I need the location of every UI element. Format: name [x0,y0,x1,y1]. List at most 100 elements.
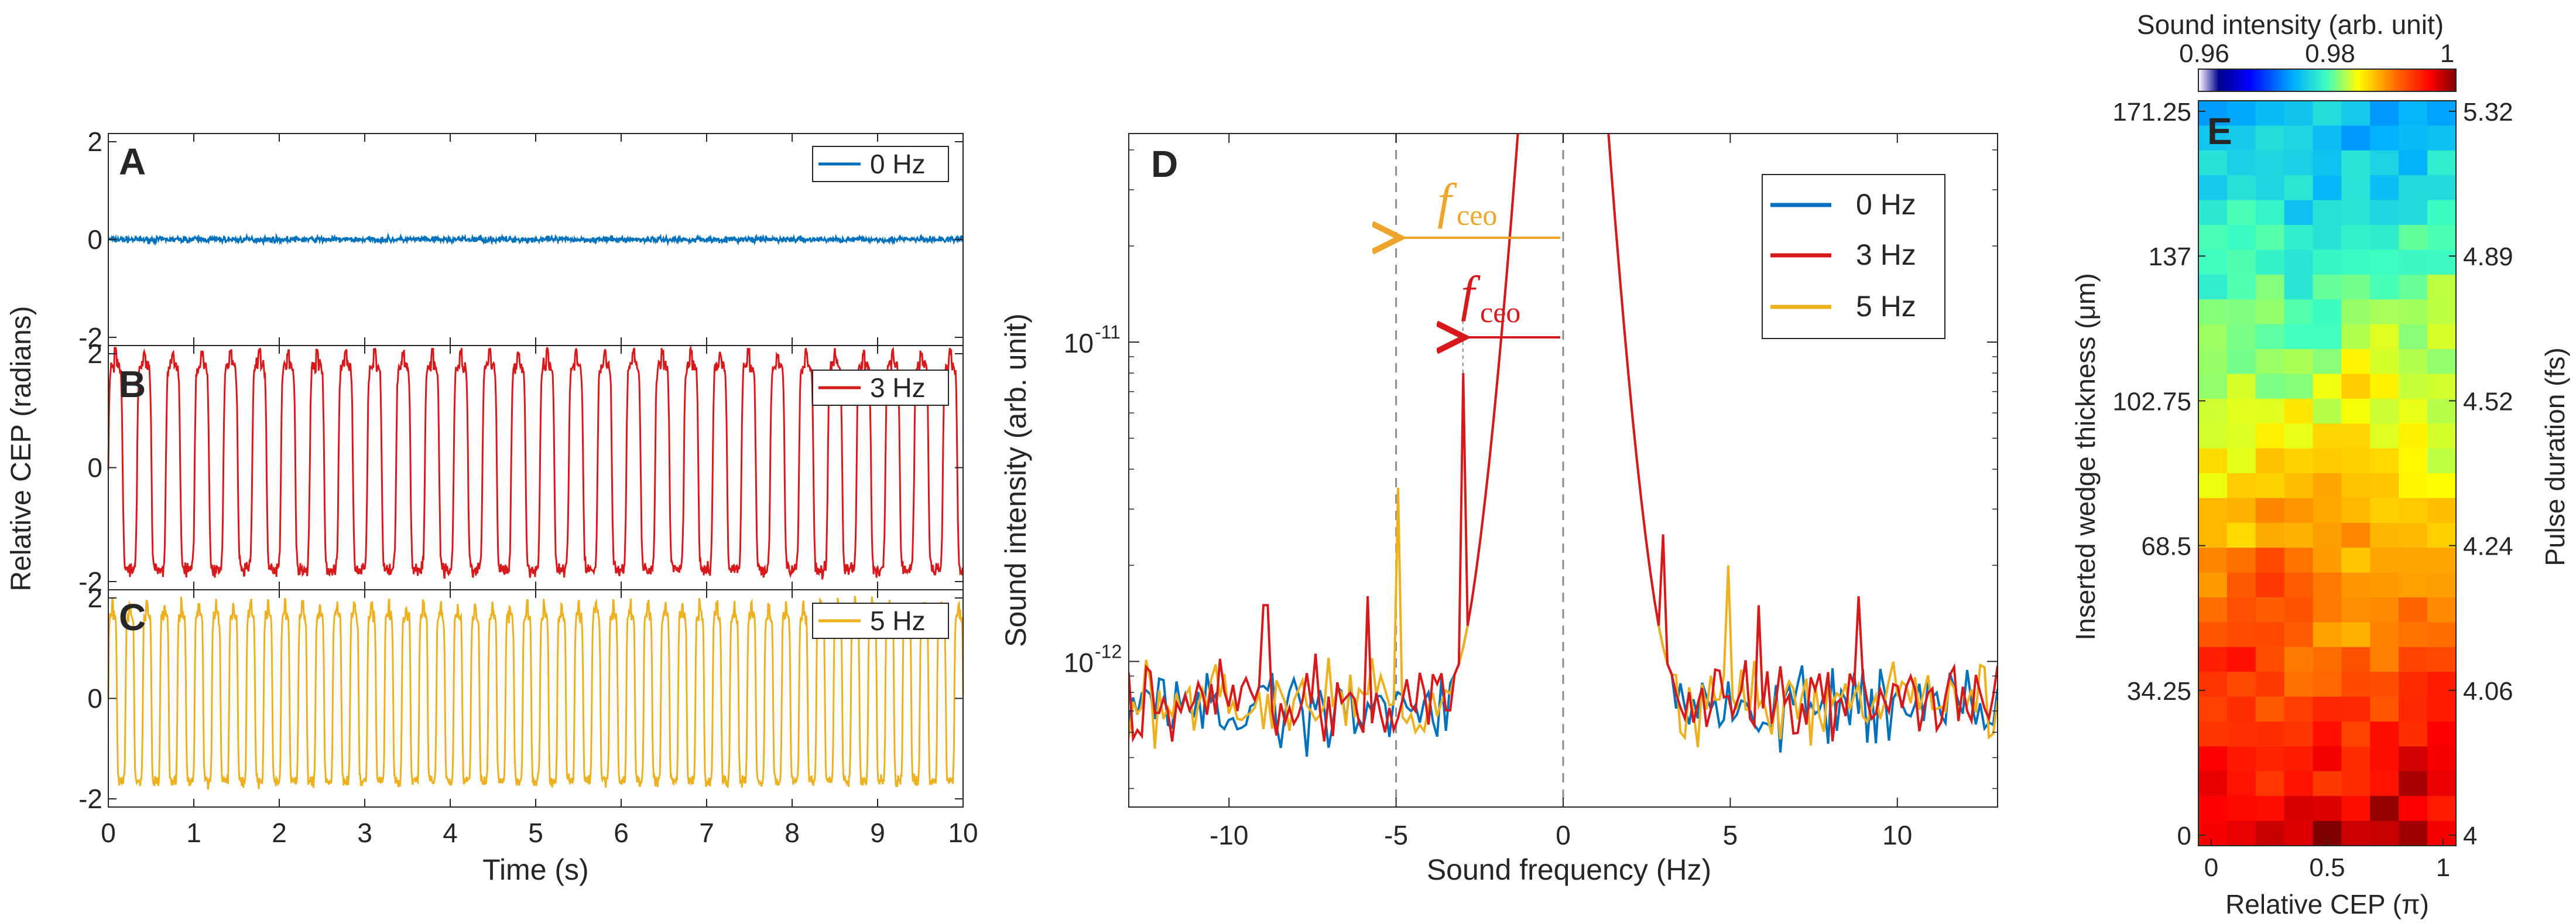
heatmap-cell [2284,150,2314,176]
heatmap-cell [2313,597,2342,623]
heatmap-cell [2341,746,2371,772]
heatmap-cell [2313,398,2342,424]
heatmap-cell [2226,423,2256,449]
heatmap-cell [2341,796,2371,822]
heatmap-cell [2313,647,2342,672]
ytick-label: 0 [87,453,102,483]
heatmap-cell [2284,647,2314,672]
heatmap-cell [2399,448,2428,474]
heatmap-cell [2399,821,2428,846]
heatmap-cell [2198,349,2228,374]
legend-label-5hz: 5 Hz [870,606,926,636]
heatmap-cell [2284,249,2314,275]
heatmap-cell [2255,398,2285,424]
heatmap-cell [2284,821,2314,846]
heatmap-cell [2341,299,2371,325]
panel-c-plot [107,596,964,790]
heatmap-cell [2255,572,2285,598]
heatmap-cell [2399,597,2428,623]
heatmap-cell [2399,771,2428,796]
heatmap-cell [2370,175,2399,201]
heatmap-cell [2255,225,2285,250]
heatmap-cell [2255,274,2285,300]
heatmap-cell [2226,398,2256,424]
heatmap-cell [2198,225,2228,250]
heatmap-cell [2284,175,2314,201]
heatmap-cell [2284,498,2314,524]
heatmap-cell [2427,125,2457,151]
xtick-label: 0.5 [2309,853,2345,882]
heatmap-cell [2399,548,2428,573]
heatmap-cell [2284,622,2314,648]
xtick-label: 3 [357,818,372,848]
xtick-label: 8 [785,818,800,848]
fceo-red-sub: ceo [1480,296,1520,329]
legend-d-label-0hz: 0 Hz [1856,188,1916,221]
heatmap-cell [2399,796,2428,822]
heatmap-cell [2399,200,2428,225]
heatmap-cell [2341,349,2371,374]
heatmap-cell [2313,672,2342,698]
heatmap-cell [2370,274,2399,300]
heatmap-cell [2255,423,2285,449]
heatmap-cell [2284,448,2314,474]
heatmap-cell [2284,473,2314,498]
heatmap-cell [2427,796,2457,822]
heatmap-cell [2313,696,2342,722]
ytick-exponent: -12 [1095,641,1122,662]
heatmap-cell [2284,324,2314,350]
heatmap-cell [2341,274,2371,300]
heatmap-cell [2399,125,2428,151]
heatmap-cell [2427,225,2457,250]
heatmap-cell [2284,225,2314,250]
heatmap-cell [2226,125,2256,151]
heatmap-cell [2399,349,2428,374]
heatmap-cell [2399,672,2428,698]
heatmap-cell [2284,349,2314,374]
colorbar-tick-1: 0.98 [2305,39,2355,68]
heatmap-cell [2341,473,2371,498]
heatmap-cell [2313,746,2342,772]
heatmap-cell [2370,597,2399,623]
heatmap-cell [2226,821,2256,846]
heatmap-cell [2255,448,2285,474]
heatmap-cell [2370,349,2399,374]
heatmap-cell [2226,349,2256,374]
heatmap-cell [2313,572,2342,598]
heatmap-cell [2226,597,2256,623]
heatmap-cell [2370,498,2399,524]
heatmap-cell [2284,274,2314,300]
heatmap-cell [2427,522,2457,548]
heatmap-cell [2399,274,2428,300]
panel-a: A 2 0 -2 0 Hz [78,127,964,353]
heatmap-cell [2341,324,2371,350]
heatmap-cell [2198,548,2228,573]
heatmap-cell [2255,796,2285,822]
xtick-label: 10 [1882,820,1912,850]
heatmap-cell [2255,150,2285,176]
heatmap-cell [2284,200,2314,225]
heatmap-cell [2226,672,2256,698]
heatmap-cell [2226,473,2256,498]
colorbar-tick-2: 1 [2440,39,2454,68]
heatmap-cell [2399,324,2428,350]
heatmap-cell [2427,548,2457,573]
heatmap-cell [2427,597,2457,623]
heatmap-cell [2284,398,2314,424]
heatmap-cell [2226,696,2256,722]
heatmap-cell [2313,324,2342,350]
heatmap-cell [2370,374,2399,399]
ytick-label: 10 [1064,328,1094,358]
heatmap-cell [2427,722,2457,747]
heatmap-cell [2370,398,2399,424]
series-line-3hz [107,344,964,580]
ytick-label: 2 [87,339,102,369]
heatmap-cell [2226,548,2256,573]
heatmap-cell [2370,299,2399,325]
heatmap-cell [2198,647,2228,672]
heatmap-cell [2255,522,2285,548]
heatmap-cell [2427,572,2457,598]
xtick-label: 0 [2204,853,2218,882]
heatmap-cell [2255,722,2285,747]
